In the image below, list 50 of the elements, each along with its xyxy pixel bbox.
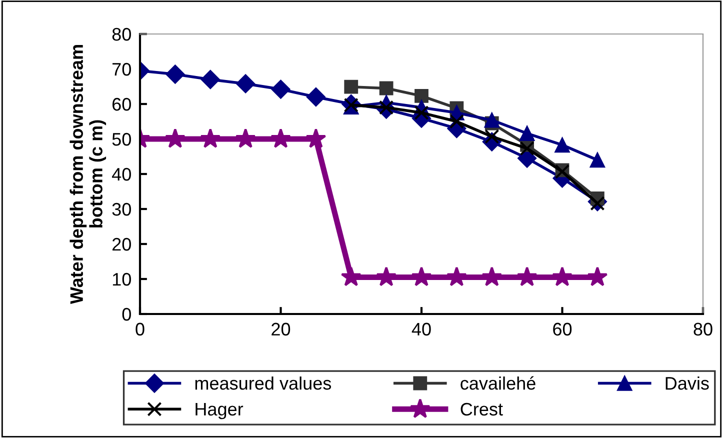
point [270, 128, 292, 148]
point [414, 89, 428, 103]
point [449, 114, 464, 129]
legend-label: cavailehé [460, 376, 536, 390]
point [200, 70, 220, 90]
point [411, 266, 432, 286]
y-tick-label: 40 [112, 168, 131, 181]
point [306, 128, 326, 148]
y-axis-title: Water depth from downstream bottom (c m) [70, 45, 106, 304]
y-tick-label: 30 [112, 202, 131, 216]
point [379, 81, 394, 96]
point [271, 80, 290, 99]
x-tick-label: 40 [412, 322, 431, 336]
point [516, 266, 538, 286]
point [590, 196, 605, 211]
x-tick-label: 0 [136, 322, 144, 336]
legend-label: Hager [196, 403, 244, 420]
point [376, 266, 397, 286]
point [344, 80, 358, 94]
point [166, 64, 185, 84]
point [340, 266, 362, 286]
point [235, 128, 256, 148]
point [164, 128, 186, 148]
legend-label: Davis [666, 376, 709, 390]
point [200, 128, 221, 148]
y-tick-label: 70 [112, 62, 131, 76]
y-tick-label: 50 [112, 132, 131, 146]
y-tick-label: 60 [112, 98, 131, 111]
point [590, 152, 606, 168]
point [554, 137, 570, 153]
y-tick-label: 20 [112, 238, 131, 251]
x-tick-label: 80 [694, 322, 712, 336]
point [306, 87, 326, 107]
point [587, 266, 608, 286]
point [236, 74, 256, 94]
point [414, 105, 429, 120]
legend-label: measured values [195, 376, 332, 390]
point [482, 266, 502, 286]
legend-label: Crest [460, 402, 503, 416]
y-tick-label: 80 [112, 28, 131, 41]
x-tick-label: 20 [272, 322, 290, 336]
point [484, 112, 500, 128]
y-tick-label: 0 [122, 308, 131, 321]
point [379, 100, 394, 115]
y-tick-label: 10 [112, 272, 131, 286]
point [552, 266, 573, 286]
x-tick-label: 60 [553, 322, 572, 336]
point [519, 126, 535, 142]
point [520, 141, 534, 156]
point [446, 266, 467, 286]
